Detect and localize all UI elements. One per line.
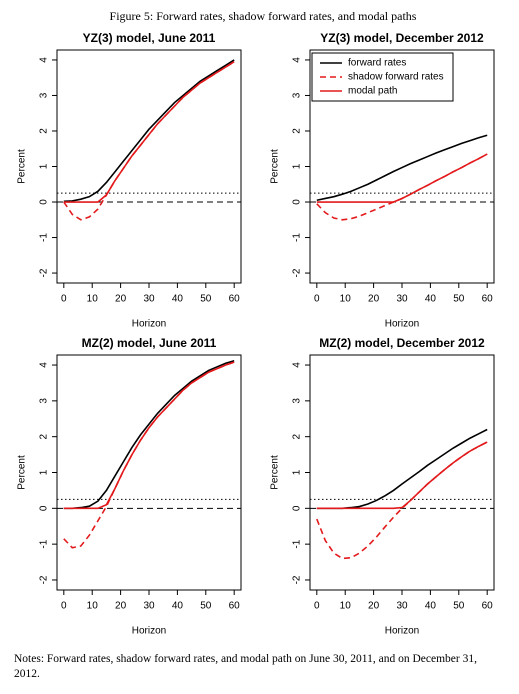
legend-label: shadow forward rates [348, 72, 444, 83]
series-line [63, 359, 235, 510]
x-tick-label: 50 [200, 294, 212, 305]
y-tick-label: 0 [39, 505, 50, 511]
series-line [63, 61, 235, 203]
panel-title: MZ(2) model, June 2011 [82, 336, 217, 350]
x-tick-label: 50 [453, 294, 465, 305]
y-tick-label: -1 [39, 539, 50, 548]
x-tick-label: 0 [61, 294, 67, 305]
x-tick-label: 0 [61, 601, 67, 612]
x-tick-label: 30 [143, 294, 155, 305]
series-line [316, 441, 488, 510]
y-tick-label: 2 [39, 128, 50, 134]
x-tick-label: 20 [368, 294, 380, 305]
x-tick-label: 40 [172, 601, 184, 612]
series-line [316, 441, 488, 560]
y-tick-label: -1 [292, 539, 303, 548]
y-tick-label: 2 [39, 433, 50, 439]
y-tick-label: -2 [39, 268, 50, 277]
y-tick-label: 3 [292, 398, 303, 404]
y-tick-label: 3 [39, 398, 50, 404]
x-tick-label: 40 [425, 601, 437, 612]
y-tick-label: 4 [39, 362, 50, 368]
x-tick-label: 30 [396, 294, 408, 305]
x-tick-label: 20 [368, 601, 380, 612]
x-tick-label: 10 [87, 294, 99, 305]
panel-title: MZ(2) model, December 2012 [319, 336, 485, 350]
x-axis-label: Horizon [132, 626, 166, 637]
figure-title: Figure 5: Forward rates, shadow forward … [110, 9, 417, 23]
x-tick-label: 60 [229, 601, 241, 612]
x-tick-label: 0 [314, 601, 320, 612]
y-axis-label: Percent [270, 149, 281, 184]
y-tick-label: 2 [292, 128, 303, 134]
series-line [63, 361, 235, 549]
series-line [316, 134, 488, 202]
y-axis-label: Percent [17, 455, 28, 490]
y-tick-label: 1 [39, 163, 50, 169]
x-tick-label: 40 [172, 294, 184, 305]
x-axis-label: Horizon [385, 626, 419, 637]
y-tick-label: 4 [39, 57, 50, 63]
x-tick-label: 10 [340, 294, 352, 305]
x-tick-label: 50 [453, 601, 465, 612]
x-tick-label: 40 [425, 294, 437, 305]
y-tick-label: 3 [39, 92, 50, 98]
y-tick-label: -2 [292, 575, 303, 584]
x-tick-label: 50 [200, 601, 212, 612]
y-tick-label: -2 [39, 575, 50, 584]
y-tick-label: -1 [292, 233, 303, 242]
series-line [63, 361, 235, 510]
series-line [316, 153, 488, 203]
x-tick-label: 10 [87, 601, 99, 612]
y-tick-label: 4 [292, 57, 303, 63]
x-axis-label: Horizon [132, 319, 166, 330]
y-tick-label: 1 [292, 469, 303, 475]
y-tick-label: 3 [292, 92, 303, 98]
x-tick-label: 30 [143, 601, 155, 612]
y-tick-label: 0 [292, 505, 303, 511]
series-line [316, 428, 488, 510]
y-tick-label: 2 [292, 433, 303, 439]
x-tick-label: 0 [314, 294, 320, 305]
x-tick-label: 60 [229, 294, 241, 305]
x-tick-label: 20 [115, 294, 127, 305]
y-tick-label: -1 [39, 233, 50, 242]
legend-label: forward rates [348, 58, 406, 69]
series-line [63, 59, 235, 203]
x-tick-label: 60 [482, 294, 494, 305]
notes: Notes: Forward rates, shadow forward rat… [14, 653, 477, 680]
y-tick-label: -2 [292, 268, 303, 277]
y-axis-label: Percent [270, 455, 281, 490]
y-tick-label: 4 [292, 362, 303, 368]
panel-title: YZ(3) model, December 2012 [320, 31, 484, 45]
y-axis-label: Percent [17, 149, 28, 184]
x-tick-label: 60 [482, 601, 494, 612]
x-tick-label: 30 [396, 601, 408, 612]
series-line [316, 153, 488, 221]
x-axis-label: Horizon [385, 319, 419, 330]
legend-label: modal path [348, 86, 397, 97]
panel-title: YZ(3) model, June 2011 [83, 31, 216, 45]
y-tick-label: 0 [292, 199, 303, 205]
y-tick-label: 1 [292, 163, 303, 169]
plot-box [56, 354, 242, 591]
y-tick-label: 0 [39, 199, 50, 205]
y-tick-label: 1 [39, 469, 50, 475]
plot-box [56, 49, 242, 284]
x-tick-label: 10 [340, 601, 352, 612]
x-tick-label: 20 [115, 601, 127, 612]
